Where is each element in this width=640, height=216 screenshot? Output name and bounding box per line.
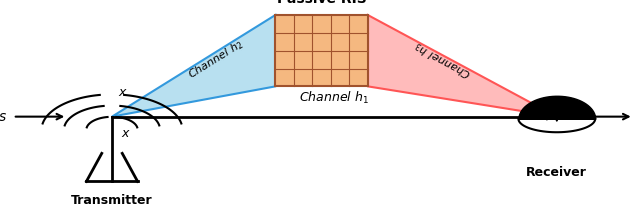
Polygon shape bbox=[112, 15, 275, 117]
Text: Transmitter: Transmitter bbox=[71, 194, 153, 207]
Polygon shape bbox=[368, 15, 557, 117]
Text: Channel $h_1$: Channel $h_1$ bbox=[300, 90, 369, 106]
Text: Channel $h_3$: Channel $h_3$ bbox=[412, 38, 474, 80]
Text: Passive RIS: Passive RIS bbox=[276, 0, 367, 6]
Text: Receiver: Receiver bbox=[526, 166, 588, 179]
Circle shape bbox=[532, 98, 581, 114]
Text: s: s bbox=[0, 110, 6, 124]
Text: Channel $h_2$: Channel $h_2$ bbox=[186, 37, 246, 82]
Text: x: x bbox=[118, 86, 126, 99]
Text: x: x bbox=[122, 127, 129, 140]
Bar bbox=[275, 15, 368, 86]
